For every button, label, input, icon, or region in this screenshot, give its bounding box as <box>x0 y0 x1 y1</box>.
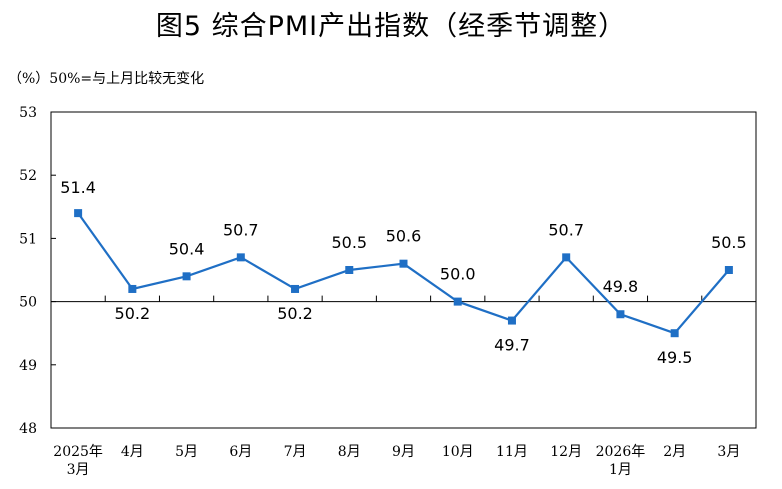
x-tick-label: 8月 <box>338 444 361 460</box>
data-point <box>345 266 354 274</box>
x-tick-label: 10月 <box>442 444 474 460</box>
data-label: 50.5 <box>711 233 747 252</box>
data-point <box>670 329 679 338</box>
data-label: 49.5 <box>657 348 693 367</box>
y-tick-label: 53 <box>19 105 37 121</box>
x-tick-label: 11月 <box>496 444 528 460</box>
data-point <box>453 297 462 306</box>
data-point <box>724 266 733 274</box>
data-label: 50.2 <box>115 304 151 323</box>
data-point <box>236 253 245 262</box>
data-point <box>182 272 191 281</box>
x-tick-label: 6月 <box>229 444 252 460</box>
chart-title: 图5 综合PMI产出指数（经季节调整） <box>155 11 627 42</box>
data-label: 50.2 <box>277 304 313 323</box>
chart-note: （%）50%=与上月比较无变化 <box>8 71 205 87</box>
data-label: 50.6 <box>386 227 422 246</box>
data-label: 50.7 <box>548 220 584 239</box>
data-point <box>562 253 571 262</box>
y-tick-label: 52 <box>19 168 37 184</box>
data-point <box>291 284 300 293</box>
data-label: 50.0 <box>440 265 476 284</box>
y-tick-label: 48 <box>19 421 37 437</box>
x-tick-label: 9月 <box>392 444 415 460</box>
data-point <box>399 259 408 268</box>
data-point <box>507 316 516 325</box>
data-label: 50.7 <box>223 220 259 239</box>
data-label: 49.7 <box>494 336 530 355</box>
plot-frame <box>50 111 757 429</box>
data-point <box>616 310 625 319</box>
y-tick-label: 50 <box>19 295 37 311</box>
data-label: 51.4 <box>60 178 96 197</box>
data-label: 50.4 <box>169 239 205 258</box>
x-tick-label: 4月 <box>121 444 144 460</box>
x-tick-label: 12月 <box>550 444 582 460</box>
x-tick-label: 2026年 1月 <box>596 444 646 478</box>
x-tick-label: 2月 <box>663 444 686 460</box>
x-tick-label: 2025年 3月 <box>53 444 103 478</box>
data-point <box>74 209 83 218</box>
y-tick-label: 49 <box>19 358 37 374</box>
data-label: 50.5 <box>331 233 367 252</box>
y-tick-label: 51 <box>19 231 37 247</box>
data-point <box>128 284 137 293</box>
x-tick-label: 3月 <box>717 444 740 460</box>
x-tick-label: 7月 <box>284 444 307 460</box>
x-tick-label: 5月 <box>175 444 198 460</box>
data-label: 49.8 <box>603 277 639 296</box>
